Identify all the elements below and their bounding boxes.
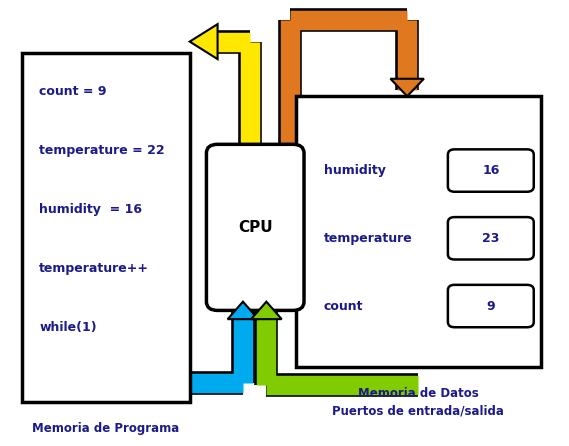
Polygon shape	[251, 301, 282, 319]
Text: 23: 23	[482, 232, 500, 245]
Text: temperature = 22: temperature = 22	[39, 145, 165, 157]
FancyBboxPatch shape	[296, 96, 541, 367]
Text: Memoria de Datos
Puertos de entrada/salida: Memoria de Datos Puertos de entrada/sali…	[332, 387, 504, 418]
Text: temperature++: temperature++	[39, 262, 149, 275]
Text: 16: 16	[482, 164, 500, 177]
Text: humidity  = 16: humidity = 16	[39, 203, 142, 216]
Text: count = 9: count = 9	[39, 85, 106, 99]
Text: CPU: CPU	[238, 220, 273, 235]
Text: 9: 9	[486, 300, 495, 313]
Polygon shape	[189, 24, 217, 59]
Text: count: count	[324, 300, 363, 313]
Text: humidity: humidity	[324, 164, 385, 177]
FancyBboxPatch shape	[207, 145, 304, 310]
Text: Memoria de Programa: Memoria de Programa	[32, 422, 180, 435]
Text: temperature: temperature	[324, 232, 413, 245]
Polygon shape	[228, 301, 258, 319]
FancyBboxPatch shape	[448, 149, 534, 192]
Text: while(1): while(1)	[39, 322, 97, 334]
FancyBboxPatch shape	[448, 285, 534, 327]
FancyBboxPatch shape	[448, 217, 534, 260]
FancyBboxPatch shape	[22, 53, 189, 402]
Polygon shape	[390, 79, 424, 96]
